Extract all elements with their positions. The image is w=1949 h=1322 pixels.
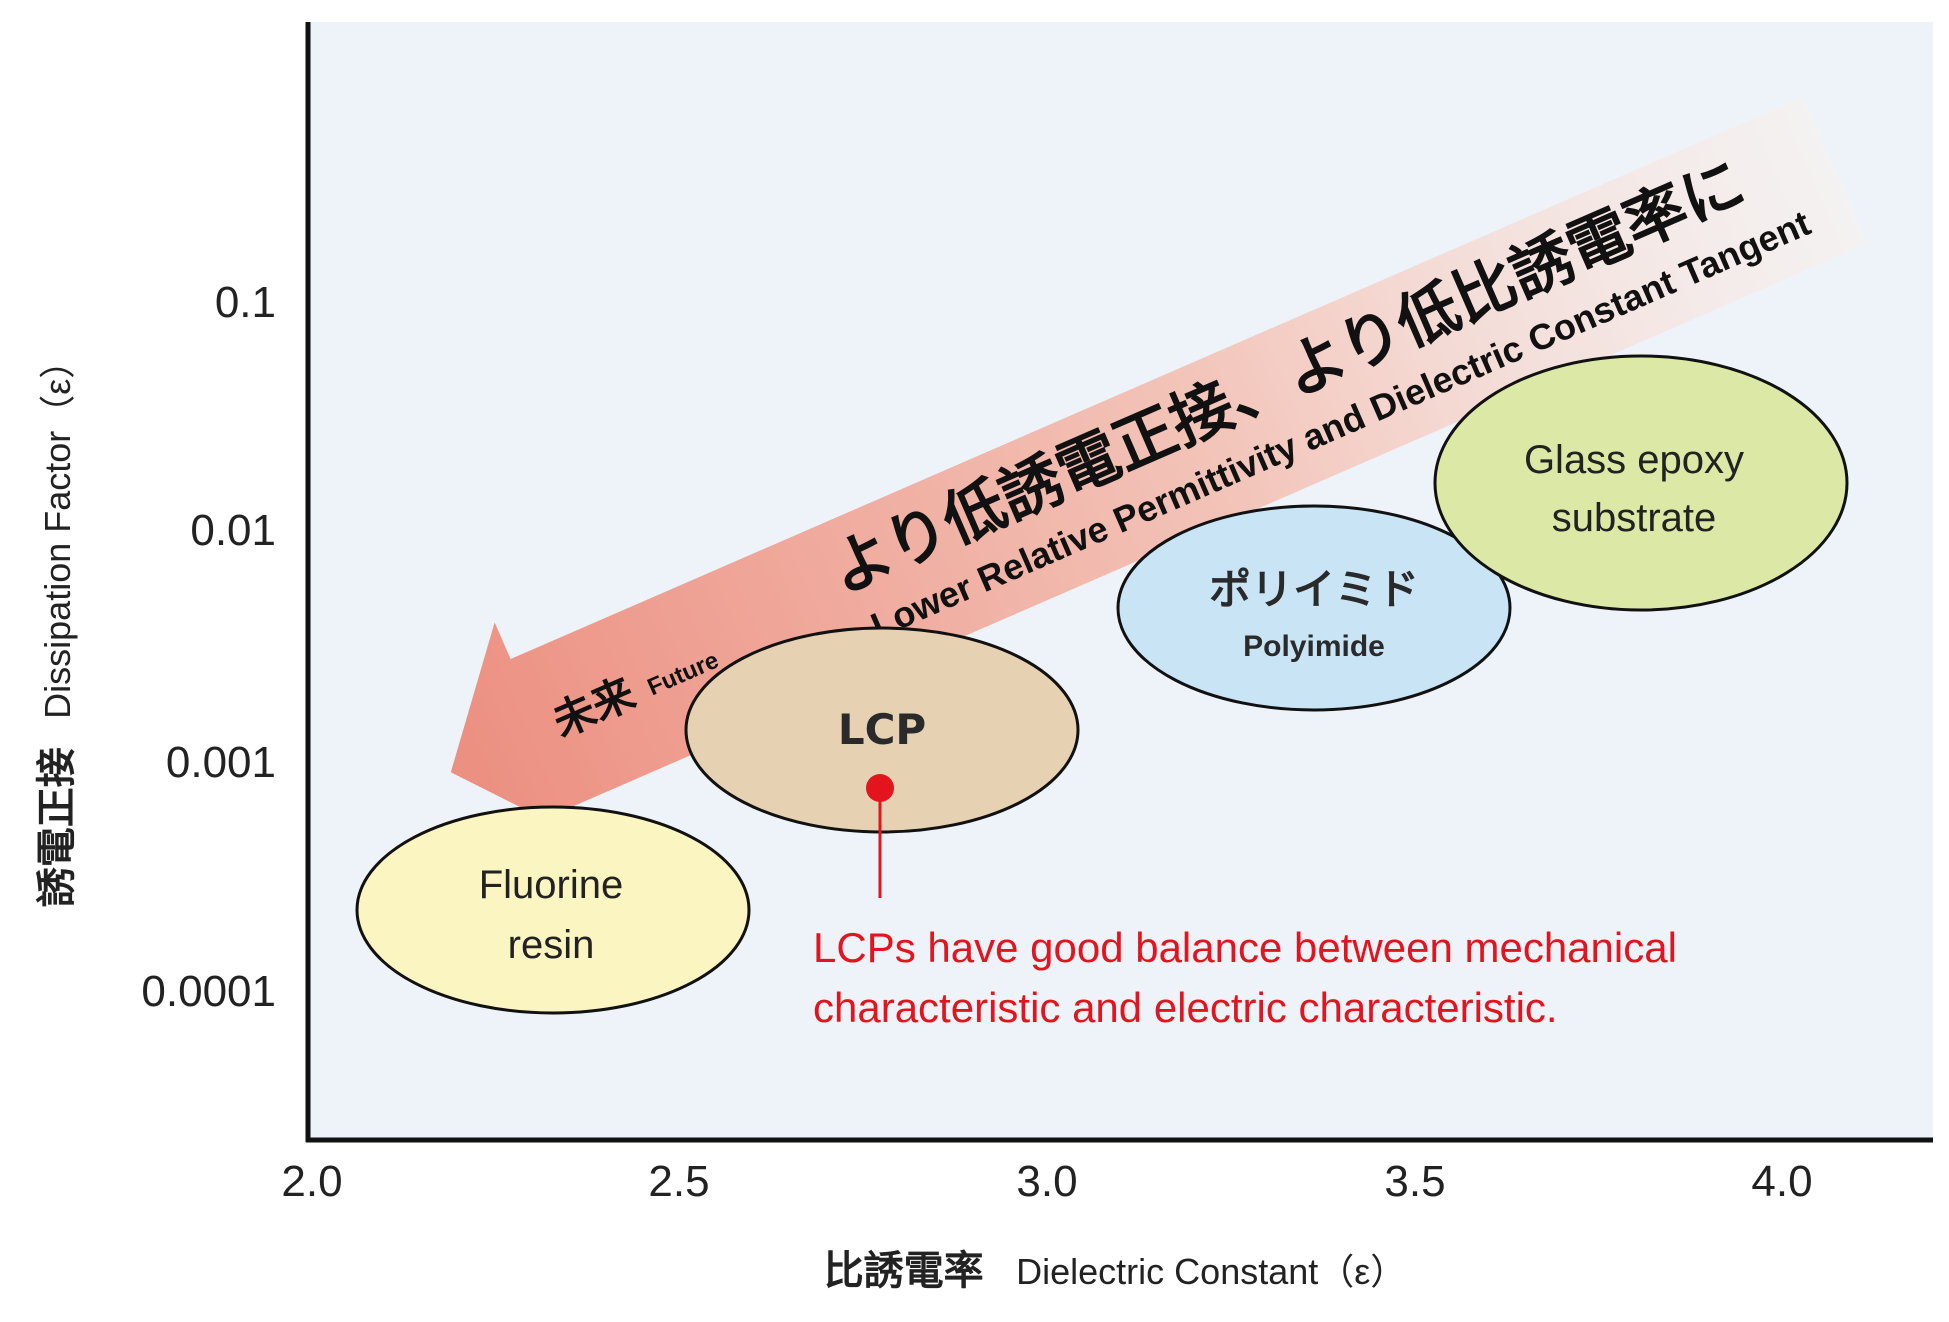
region-lcp-label: LCP [838,705,926,754]
region-glass-epoxy-label-2: substrate [1552,496,1717,540]
region-polyimide-label-en: Polyimide [1243,630,1385,663]
y-axis-title: 誘電正接 Dissipation Factor（ε） [34,343,80,908]
x-tick-label: 3.0 [1016,1157,1077,1206]
region-fluorine-label-1: Fluorine [479,863,624,907]
y-tick-label: 0.01 [190,506,276,555]
x-tick-label: 2.5 [648,1157,709,1206]
x-tick-label: 2.0 [281,1157,342,1206]
region-fluorine-resin [355,805,751,1015]
x-tick-label: 3.5 [1384,1157,1445,1206]
region-glass-epoxy-label-1: Glass epoxy [1524,438,1744,482]
region-fluorine-label-2: resin [508,923,595,967]
region-polyimide [1116,504,1512,712]
annotation-line-1: LCPs have good balance between mechanica… [813,924,1677,971]
region-lcp [684,626,1080,834]
x-axis-title: 比誘電率 Dielectric Constant（ε） [824,1248,1407,1294]
annotation-line-2: characteristic and electric characterist… [813,984,1558,1031]
x-tick-label: 4.0 [1751,1157,1812,1206]
y-tick-label: 0.001 [166,738,276,787]
lcp-point [866,774,894,802]
region-polyimide-label-jp: ポリイミド [1209,565,1419,614]
y-tick-label: 0.0001 [141,967,276,1016]
region-glass-epoxy [1433,354,1849,612]
y-tick-label: 0.1 [215,278,276,327]
